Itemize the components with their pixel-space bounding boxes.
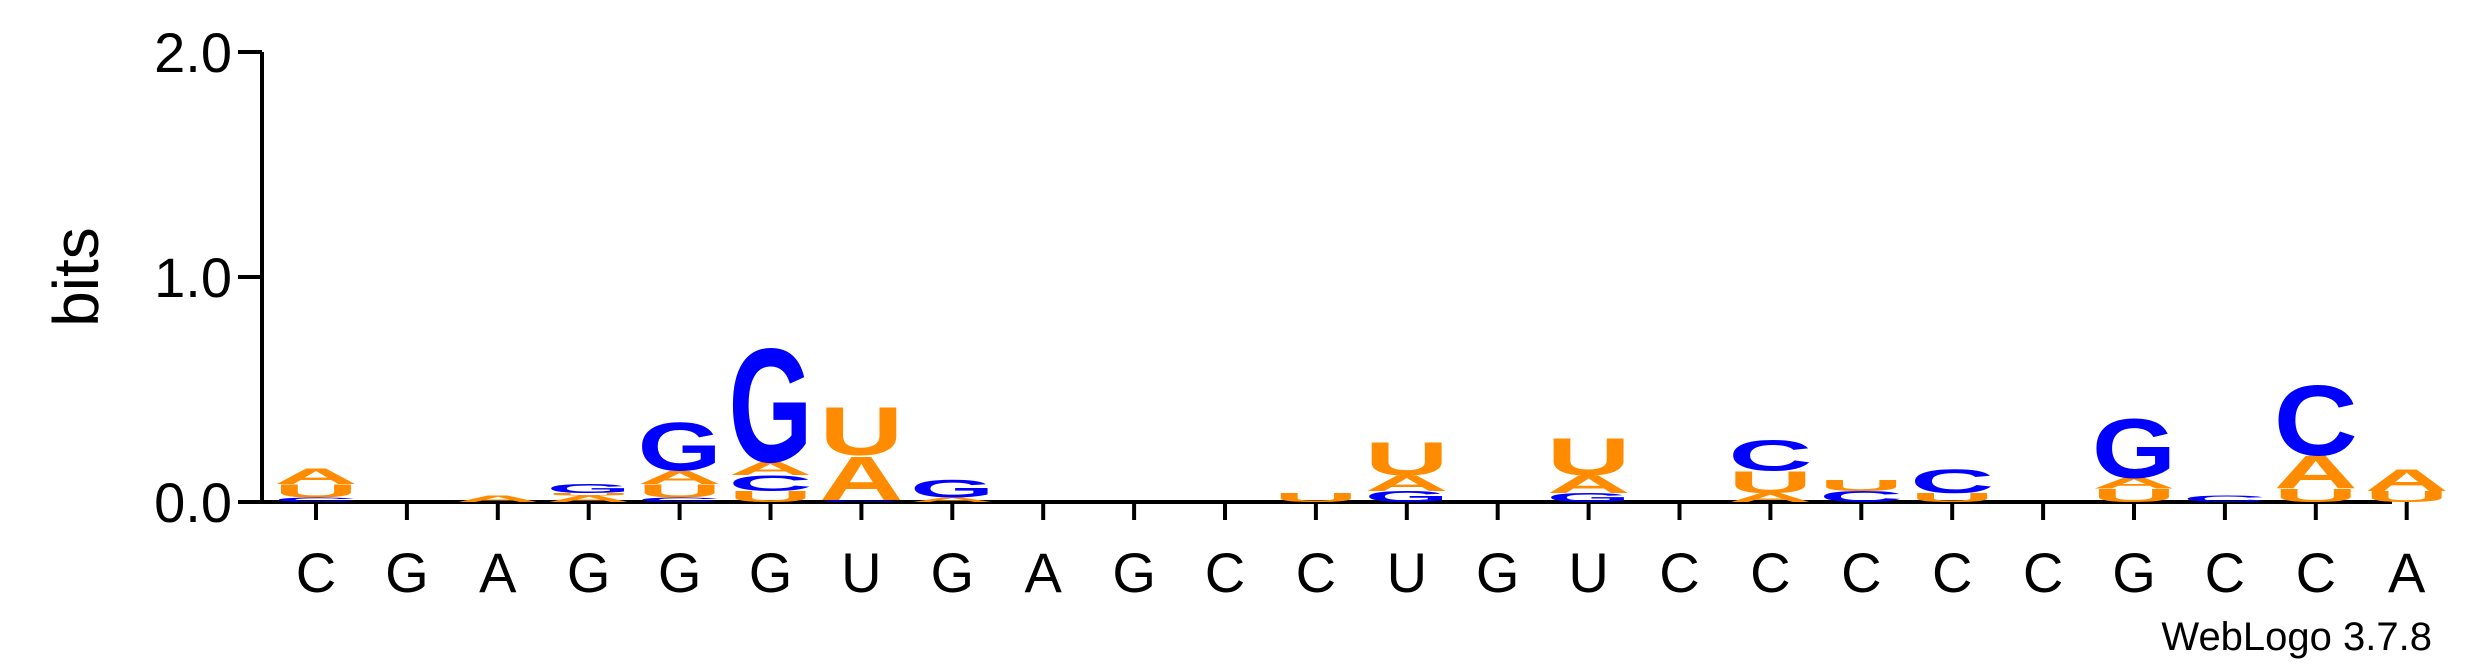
position-label-10: G (1112, 541, 1156, 604)
logo-letter-6-C: C (729, 471, 813, 496)
logo-letter-17-A: A (1728, 491, 1812, 505)
position-label-23: C (2296, 541, 2336, 604)
position-label-21: G (2112, 541, 2156, 604)
logo-letter-6-A: A (729, 458, 813, 479)
logo-letter-4-U: U (547, 492, 631, 495)
logo-letter-8-A: A (910, 496, 994, 503)
position-label-20: C (2023, 541, 2063, 604)
position-label-11: C (1205, 541, 1245, 604)
logo-letter-6-G: G (729, 315, 813, 496)
logo-letter-7-A: A (819, 443, 903, 513)
position-label-22: C (2205, 541, 2245, 604)
logo-letter-4-G: G (547, 482, 631, 496)
position-label-3: A (479, 541, 517, 604)
logo-letter-18-C: C (1819, 488, 1903, 506)
position-label-7: U (841, 541, 881, 604)
logo-letter-17-C: C (1728, 431, 1812, 480)
logo-letter-5-U: U (638, 481, 722, 502)
y-axis: 0.0 1.0 2.0 bits (40, 21, 264, 534)
position-label-14: G (1476, 541, 1520, 604)
logo-letter-24-A: A (2365, 463, 2449, 498)
logo-letter-19-C: C (1910, 462, 1994, 500)
logo-letter-21-U: U (2092, 485, 2176, 506)
position-label-9: A (1025, 541, 1063, 604)
logo-letter-5-C: C (638, 496, 722, 503)
logo-letter-6-U: U (729, 488, 813, 506)
logo-letter-1-A: A (274, 464, 358, 489)
logo-letter-18-U: U (1819, 477, 1903, 495)
position-label-2: G (385, 541, 429, 604)
y-axis-label: bits (40, 227, 112, 327)
logo-letter-13-A: A (1365, 471, 1449, 496)
logo-letter-23-A: A (2274, 446, 2358, 498)
logo-letter-15-G: G (1547, 491, 1631, 505)
logo-letter-15-U: U (1547, 427, 1631, 486)
position-label-19: C (1932, 541, 1972, 604)
logo-letter-1-U: U (274, 481, 358, 502)
y-tick-label-2: 2.0 (154, 21, 232, 84)
logo-letter-23-C: C (2274, 364, 2358, 476)
logo-letter-1-C: C (274, 496, 358, 503)
position-label-5: G (658, 541, 702, 604)
logo-letter-21-G: G (2092, 401, 2176, 496)
logo-letter-5-A: A (638, 467, 722, 488)
logo-letter-15-A: A (1547, 470, 1631, 498)
position-label-6: G (749, 541, 793, 604)
y-tick-label-1: 1.0 (154, 246, 232, 309)
y-tick-label-0: 0.0 (154, 471, 232, 534)
position-label-4: G (567, 541, 611, 604)
logo-letter-22-C: C (2183, 494, 2267, 504)
position-label-12: C (1296, 541, 1336, 604)
logo-letter-17-U: U (1728, 465, 1812, 500)
position-label-16: C (1659, 541, 1699, 604)
logo-letter-23-U: U (2274, 485, 2358, 506)
logo-letter-3-A: A (456, 494, 540, 504)
logo-letter-7-G: G (819, 499, 903, 502)
position-label-8: G (931, 541, 975, 604)
position-label-17: C (1750, 541, 1790, 604)
logo-letter-21-A: A (2092, 474, 2176, 492)
logo-letter-13-U: U (1365, 433, 1449, 485)
logo-letter-5-G: G (638, 409, 722, 486)
position-label-1: C (296, 541, 336, 604)
logo-letter-19-U: U (1910, 491, 1994, 505)
logo-letter-8-G: G (910, 475, 994, 503)
logo-letter-13-G: G (1365, 488, 1449, 505)
position-label-24: A (2388, 541, 2426, 604)
position-label-15: U (1568, 541, 1608, 604)
logo-letter-12-U: U (1274, 491, 1358, 505)
logo-letter-7-U: U (819, 394, 903, 470)
position-label-13: U (1387, 541, 1427, 604)
logo-letter-24-U: U (2365, 488, 2449, 506)
position-label-18: C (1841, 541, 1881, 604)
logo-letter-4-A: A (547, 494, 631, 504)
weblogo-credit: WebLogo 3.7.8 (2161, 615, 2432, 659)
